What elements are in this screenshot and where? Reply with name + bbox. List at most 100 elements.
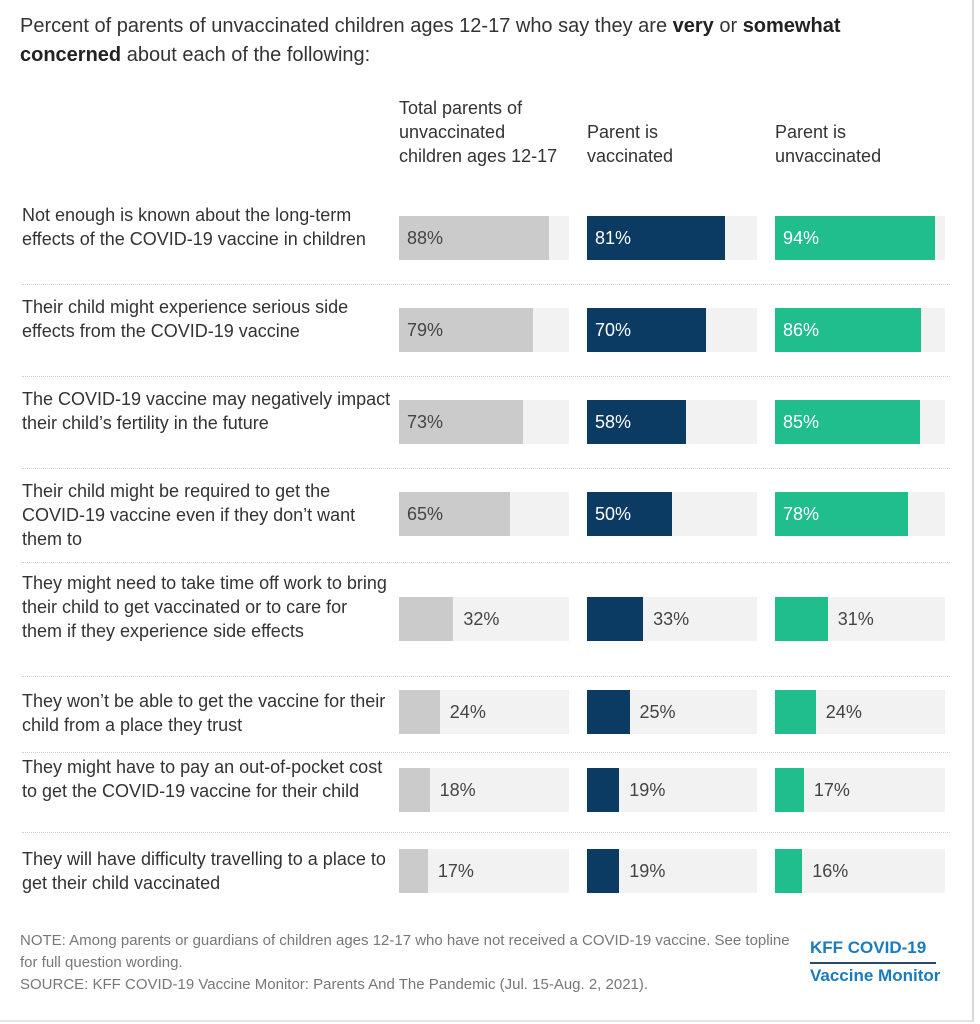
bar-total [399, 492, 510, 536]
data-label-vaccinated: 33% [653, 609, 690, 629]
bar-track-vaccinated: 33% [587, 597, 757, 641]
row-label: Their child might be required to get the… [22, 481, 356, 549]
data-label-unvaccinated: 17% [813, 780, 850, 800]
data-label-unvaccinated: 31% [837, 609, 874, 629]
bar-vaccinated [587, 597, 644, 641]
bar-track-total: 17% [399, 849, 569, 893]
data-label-unvaccinated: 94% [783, 228, 820, 248]
title-bold-very: very [672, 15, 714, 37]
data-label-vaccinated: 50% [595, 504, 632, 524]
bar-track-unvaccinated: 24% [775, 690, 945, 734]
bar-unvaccinated [775, 597, 828, 641]
data-label-unvaccinated: 16% [812, 861, 849, 881]
bar-total [399, 597, 454, 641]
bar-unvaccinated [775, 690, 816, 734]
bar-track-unvaccinated: 94% [775, 216, 945, 260]
data-label-vaccinated: 81% [595, 228, 632, 248]
bar-track-vaccinated: 70% [587, 308, 757, 352]
column-header-unvaccinated: Parent is unvaccinated [775, 122, 882, 166]
data-label-total: 24% [449, 702, 486, 722]
bar-track-unvaccinated: 17% [775, 768, 945, 812]
data-label-unvaccinated: 78% [783, 504, 820, 524]
bar-track-total: 18% [399, 768, 569, 812]
bar-track-vaccinated: 81% [587, 216, 757, 260]
row-separator [22, 676, 950, 677]
row-label: Their child might experience serious sid… [22, 297, 349, 341]
row-separator [22, 284, 950, 285]
bar-unvaccinated [775, 849, 803, 893]
bar-vaccinated [587, 768, 620, 812]
kff-logo: KFF COVID-19 Vaccine Monitor [810, 936, 940, 988]
row-separator [22, 562, 950, 563]
chart-notes: NOTE: Among parents or guardians of chil… [20, 930, 800, 996]
bar-unvaccinated [775, 400, 920, 444]
bar-total [399, 690, 440, 734]
data-label-total: 18% [439, 780, 476, 800]
bar-track-unvaccinated: 85% [775, 400, 945, 444]
data-label-total: 32% [463, 609, 500, 629]
bar-total [399, 768, 430, 812]
data-label-unvaccinated: 24% [825, 702, 862, 722]
row-label: They will have difficulty travelling to … [22, 849, 386, 893]
title-bold-somewhat: somewhat concerned [20, 15, 841, 66]
row-label: They might need to take time off work to… [22, 573, 387, 641]
source-text: SOURCE: KFF COVID-19 Vaccine Monitor: Pa… [20, 976, 649, 993]
data-label-unvaccinated: 86% [783, 320, 820, 340]
title-text: Percent of parents of unvaccinated child… [20, 15, 673, 37]
column-header-vaccinated: Parent is vaccinated [587, 122, 674, 166]
bar-track-unvaccinated: 78% [775, 492, 945, 536]
note-text: NOTE: Among parents or guardians of chil… [20, 932, 790, 971]
data-label-total: 65% [407, 504, 444, 524]
row-separator [22, 468, 950, 469]
bar-track-unvaccinated: 16% [775, 849, 945, 893]
row-label: They won’t be able to get the vaccine fo… [22, 691, 386, 735]
title-text: or [713, 15, 743, 37]
bar-total [399, 849, 428, 893]
data-label-vaccinated: 19% [629, 861, 666, 881]
row-label: They might have to pay an out-of-pocket … [22, 757, 383, 801]
bar-unvaccinated [775, 768, 804, 812]
bar-track-vaccinated: 25% [587, 690, 757, 734]
bar-vaccinated [587, 216, 725, 260]
row-label: The COVID-19 vaccine may negatively impa… [22, 389, 391, 433]
bar-track-total: 73% [399, 400, 569, 444]
data-label-vaccinated: 25% [639, 702, 676, 722]
bar-track-vaccinated: 19% [587, 849, 757, 893]
bar-track-total: 65% [399, 492, 569, 536]
bar-vaccinated [587, 492, 672, 536]
bar-track-unvaccinated: 31% [775, 597, 945, 641]
bar-track-total: 24% [399, 690, 569, 734]
title-text: about each of the following: [121, 44, 371, 66]
bar-unvaccinated [775, 492, 908, 536]
data-label-total: 79% [407, 320, 444, 340]
data-label-vaccinated: 58% [595, 412, 632, 432]
data-label-total: 73% [407, 412, 444, 432]
bar-vaccinated [587, 690, 630, 734]
row-separator [22, 832, 950, 833]
bar-vaccinated [587, 400, 686, 444]
bar-total [399, 400, 524, 444]
data-label-total: 88% [407, 228, 444, 248]
bar-track-vaccinated: 50% [587, 492, 757, 536]
bar-track-total: 32% [399, 597, 569, 641]
bar-track-unvaccinated: 86% [775, 308, 945, 352]
bar-track-vaccinated: 19% [587, 768, 757, 812]
bar-vaccinated [587, 849, 620, 893]
bar-unvaccinated [775, 216, 935, 260]
bar-total [399, 308, 534, 352]
data-label-vaccinated: 70% [595, 320, 632, 340]
bar-track-total: 88% [399, 216, 569, 260]
bar-vaccinated [587, 308, 706, 352]
row-separator [22, 376, 950, 377]
data-label-total: 17% [437, 861, 474, 881]
row-separator [22, 752, 950, 753]
row-label: Not enough is known about the long-term … [22, 205, 366, 249]
logo-line1: KFF COVID-19 [810, 936, 936, 964]
data-label-unvaccinated: 85% [783, 412, 820, 432]
bar-track-total: 79% [399, 308, 569, 352]
logo-line2: Vaccine Monitor [810, 966, 941, 985]
bar-total [399, 216, 549, 260]
bar-unvaccinated [775, 308, 922, 352]
column-header-total: Total parents of unvaccinated children a… [399, 98, 558, 166]
